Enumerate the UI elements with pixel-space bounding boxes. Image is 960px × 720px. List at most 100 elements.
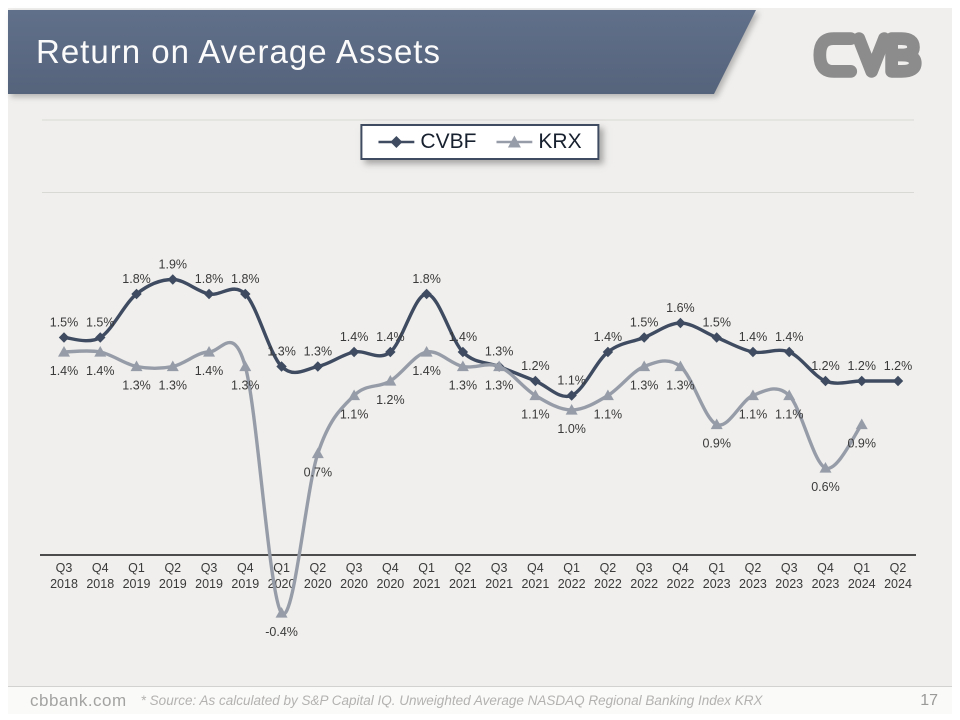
cvb-logo	[813, 32, 922, 78]
cvbf-marker	[892, 375, 904, 387]
cvbf-marker	[312, 361, 324, 372]
krx-data-label: 1.4%	[412, 364, 441, 378]
footer: cbbank.com * Source: As calculated by S&…	[8, 686, 952, 714]
cvbf-marker	[203, 288, 215, 300]
cvbf-marker	[131, 288, 142, 300]
krx-data-label: 1.1%	[594, 408, 623, 422]
x-axis-label: Q1 2022	[558, 561, 586, 591]
x-axis-label: Q4 2022	[667, 561, 695, 591]
krx-data-label: 1.3%	[231, 379, 260, 393]
krx-marker	[239, 360, 252, 372]
x-axis-label: Q3 2020	[340, 561, 368, 591]
krx-marker	[275, 607, 288, 618]
krx-marker	[94, 346, 107, 357]
cvbf-data-label: 1.2%	[847, 359, 876, 373]
logo-letter-b	[885, 32, 922, 78]
cvbf-data-label: 1.4%	[775, 330, 804, 344]
cvbf-data-label: 1.5%	[86, 316, 115, 330]
krx-data-label: -0.4%	[265, 625, 298, 639]
cvbf-marker	[711, 332, 722, 343]
cvbf-marker	[566, 390, 577, 401]
krx-data-label: 1.0%	[557, 422, 586, 436]
cvbf-marker	[457, 346, 469, 358]
krx-marker	[638, 360, 651, 372]
krx-marker	[384, 375, 397, 386]
page-number: 17	[920, 691, 938, 709]
cvbf-marker	[675, 317, 686, 329]
krx-marker	[130, 360, 143, 372]
logo-letter-c	[813, 32, 858, 78]
x-axis-label: Q1 2021	[413, 561, 441, 591]
krx-marker	[565, 404, 578, 415]
legend-item-cvbf: CVBF	[378, 130, 476, 154]
krx-data-label: 1.3%	[122, 379, 150, 393]
krx-data-label: 1.2%	[376, 393, 405, 407]
x-axis-label: Q3 2022	[630, 561, 658, 591]
krx-marker	[493, 360, 506, 372]
krx-data-label: 1.1%	[340, 408, 369, 422]
krx-data-label: 1.1%	[775, 408, 804, 422]
krx-data-label: 1.4%	[50, 364, 79, 378]
krx-marker	[420, 346, 433, 357]
krx-legend-marker-icon	[496, 135, 533, 148]
cvbf-marker	[784, 346, 795, 358]
footer-source-note: * Source: As calculated by S&P Capital I…	[140, 693, 763, 708]
krx-data-label: 1.3%	[159, 379, 188, 393]
krx-marker	[601, 389, 614, 401]
krx-marker	[58, 346, 70, 357]
slide-body: Return on Average Assets Q3 2018 Q4 2018 Q1 2…	[8, 8, 952, 686]
krx-marker	[783, 389, 796, 401]
cvbf-data-label: 1.4%	[739, 330, 768, 344]
cvbf-data-label: 1.4%	[376, 330, 405, 344]
x-axis-label: Q3 2018	[50, 561, 78, 591]
legend-label-krx: KRX	[538, 130, 582, 153]
cvbf-data-label: 1.5%	[702, 316, 731, 330]
x-axis-label: Q1 2019	[123, 561, 151, 591]
cvbf-marker	[856, 375, 867, 387]
krx-marker	[746, 389, 759, 401]
krx-marker	[855, 418, 868, 430]
cvbf-marker	[95, 332, 106, 343]
x-axis-label: Q2 2022	[594, 561, 622, 591]
cvbf-marker	[638, 332, 650, 343]
cvbf-data-label: 1.9%	[159, 258, 188, 272]
krx-data-label: 1.3%	[630, 379, 659, 393]
cvbf-marker	[421, 288, 432, 300]
x-axis-label: Q2 2020	[304, 561, 332, 591]
cvbf-marker	[167, 274, 178, 285]
krx-marker	[456, 360, 469, 372]
cvbf-data-label: 1.5%	[630, 316, 659, 330]
title-banner-shape: Return on Average Assets	[8, 10, 756, 94]
cvbf-marker	[58, 332, 70, 343]
x-axis-label: Q4 2023	[812, 561, 840, 591]
cvbf-data-label: 1.3%	[267, 345, 296, 359]
krx-data-label: 0.9%	[847, 437, 876, 451]
cvbf-line	[63, 277, 898, 399]
krx-data-label: 1.1%	[521, 408, 550, 422]
x-axis-label: Q2 2021	[449, 561, 477, 591]
krx-marker	[203, 346, 216, 357]
cvbf-data-label: 1.5%	[50, 316, 79, 330]
krx-data-label: 0.7%	[304, 466, 333, 480]
krx-data-label: 1.3%	[449, 379, 478, 393]
x-axis-label: Q1 2023	[703, 561, 731, 591]
cvbf-marker	[820, 375, 831, 387]
x-axis-label: Q2 2023	[739, 561, 767, 591]
cvbf-marker	[602, 346, 614, 358]
legend-label-cvbf: CVBF	[420, 130, 477, 153]
legend-item-krx: KRX	[496, 130, 582, 154]
cvbf-legend-marker-icon	[378, 136, 415, 148]
cvbf-data-label: 1.8%	[195, 272, 224, 286]
x-axis-label: Q3 2021	[485, 561, 513, 591]
x-axis-label: Q4 2021	[521, 561, 549, 591]
krx-data-label: 1.1%	[739, 408, 768, 422]
x-axis-label: Q2 2019	[159, 561, 187, 591]
krx-marker	[166, 360, 179, 372]
krx-data-label: 1.3%	[485, 379, 514, 393]
cvbf-data-label: 1.6%	[666, 301, 695, 315]
x-axis-label: Q2 2024	[884, 561, 912, 591]
cvbf-data-label: 1.2%	[884, 359, 913, 373]
cvbf-data-label: 1.2%	[521, 359, 550, 373]
krx-marker	[819, 462, 832, 473]
